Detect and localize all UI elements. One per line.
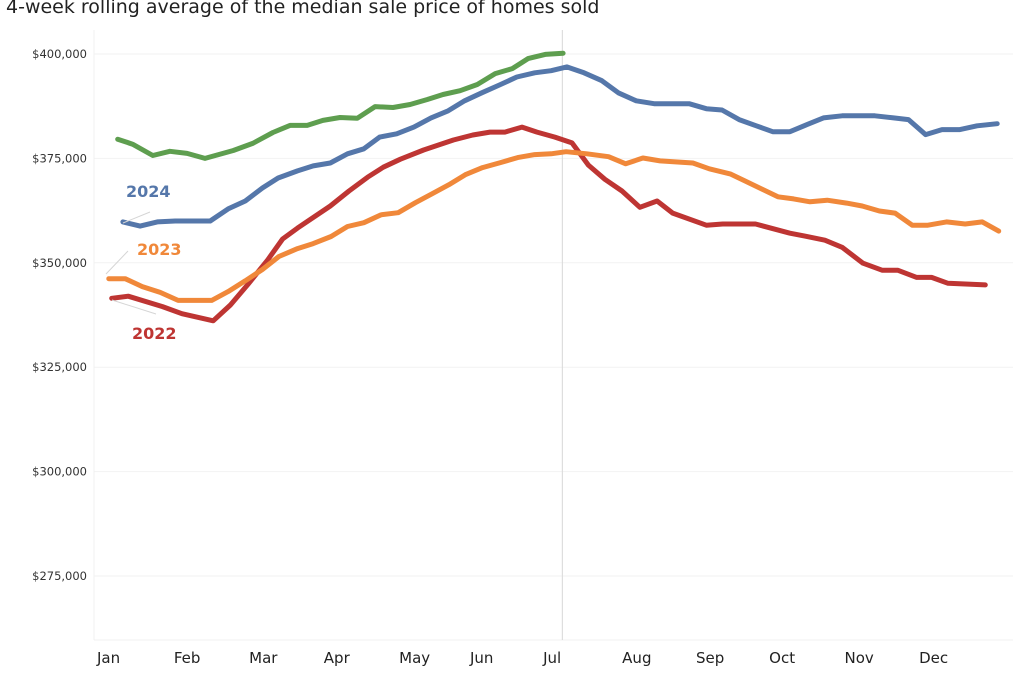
chart-title: 4-week rolling average of the median sal… <box>6 0 600 18</box>
label-leader-line <box>105 250 129 275</box>
y-tick-label: $325,000 <box>32 360 87 374</box>
series-lines <box>106 50 1002 324</box>
x-tick-label: Nov <box>844 649 873 667</box>
y-tick-label: $400,000 <box>32 47 87 61</box>
x-tick-label: Jun <box>469 649 493 667</box>
series-line-2022[interactable] <box>109 124 988 324</box>
series-label-2022: 2022 <box>132 324 177 343</box>
series-label-2024: 2024 <box>126 182 171 201</box>
y-axis: $275,000 $300,000 $325,000 $350,000 $375,000… <box>32 47 87 583</box>
label-leader-line <box>111 299 157 315</box>
x-tick-label: Aug <box>622 649 651 667</box>
series-line-2025[interactable] <box>115 50 566 161</box>
series-label-2023: 2023 <box>137 240 182 259</box>
y-tick-label: $350,000 <box>32 256 87 270</box>
y-tick-label: $300,000 <box>32 465 87 479</box>
series-line-2024[interactable] <box>120 64 1000 229</box>
y-tick-label: $375,000 <box>32 151 87 165</box>
x-tick-label: Mar <box>249 649 278 667</box>
x-tick-label: May <box>399 649 430 667</box>
x-tick-label: Oct <box>769 649 795 667</box>
x-tick-label: Dec <box>919 649 948 667</box>
x-tick-label: Jan <box>96 649 120 667</box>
x-tick-label: Apr <box>324 649 351 667</box>
x-tick-label: Sep <box>696 649 724 667</box>
gridlines <box>93 30 1013 641</box>
series-line-2023[interactable] <box>106 149 1002 303</box>
label-leader-line <box>122 211 151 224</box>
series-labels: 2024 2023 2022 <box>105 182 182 343</box>
y-tick-label: $275,000 <box>32 569 87 583</box>
x-tick-label: Jul <box>542 649 561 667</box>
x-tick-label: Feb <box>174 649 201 667</box>
x-axis: Jan Feb Mar Apr May Jun Jul Aug Sep Oct Nov Dec <box>96 649 948 667</box>
